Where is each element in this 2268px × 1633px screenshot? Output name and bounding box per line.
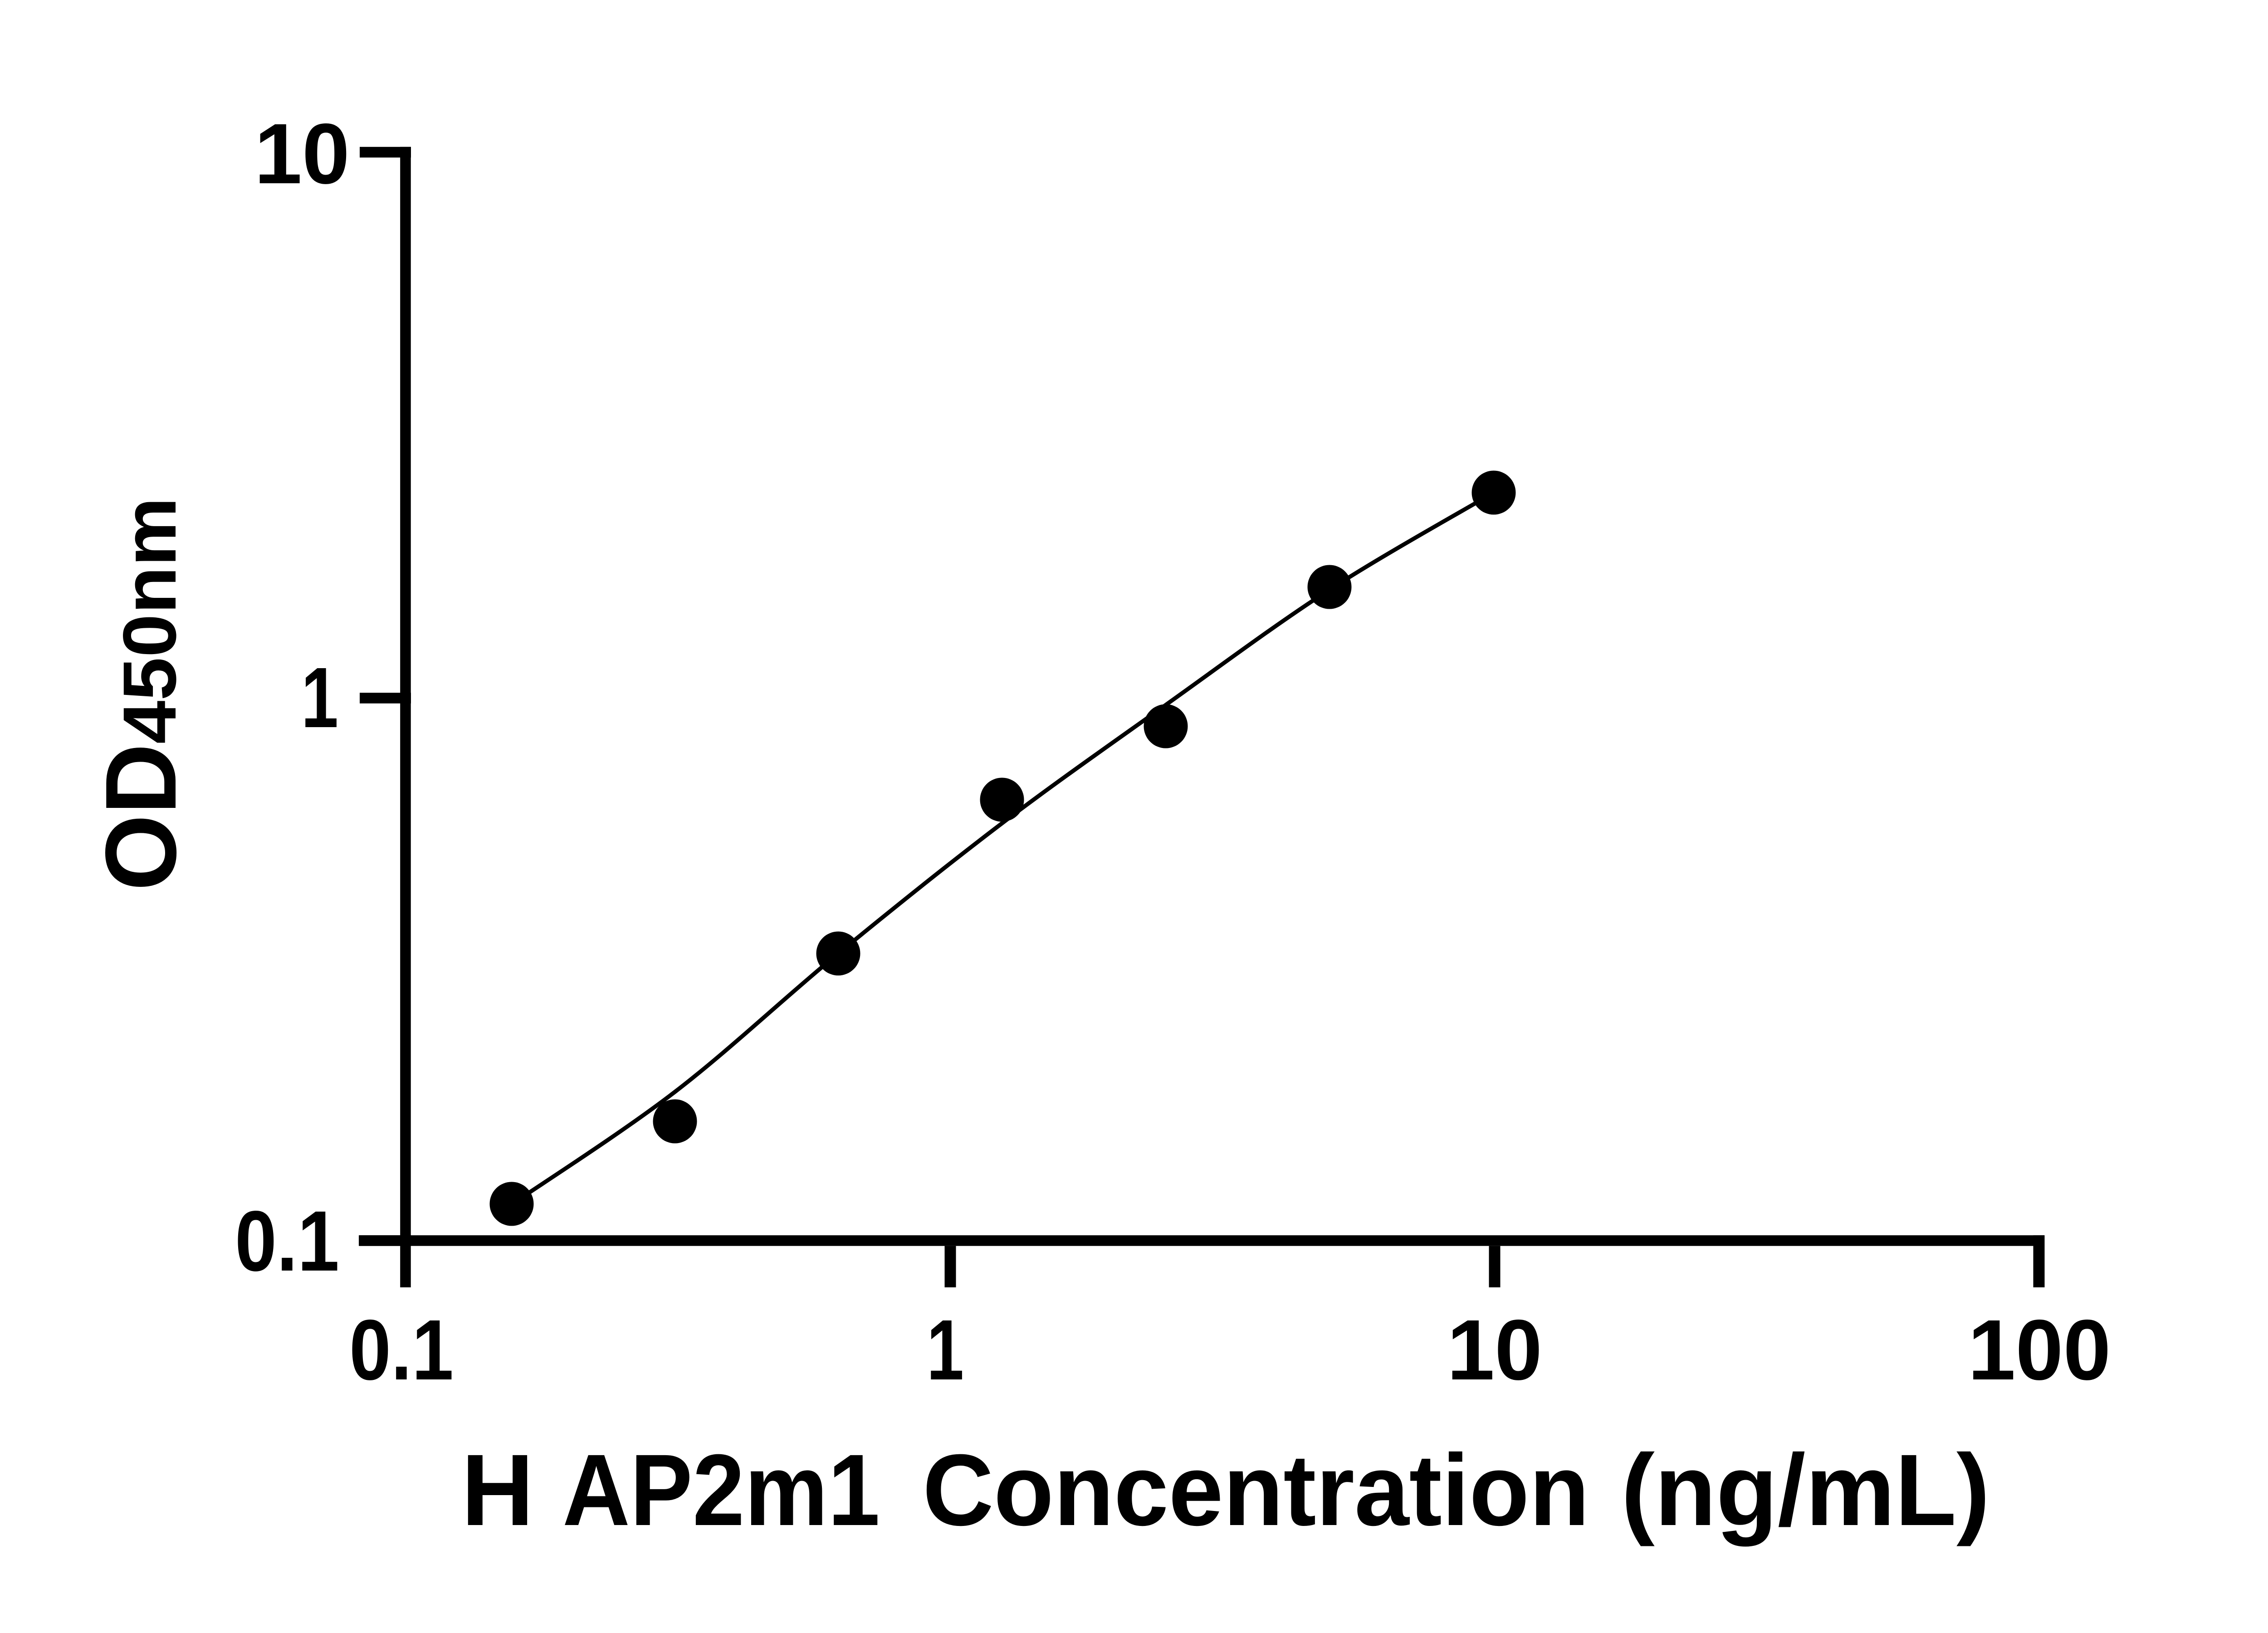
svg-text:10: 10	[1447, 1302, 1542, 1398]
svg-text:1: 1	[301, 650, 338, 746]
svg-text:0.1: 0.1	[235, 1193, 339, 1289]
svg-text:H: H	[461, 1433, 534, 1547]
svg-text:10: 10	[254, 106, 350, 202]
svg-text:1: 1	[927, 1302, 964, 1398]
svg-text:OD: OD	[85, 743, 197, 891]
svg-text:450nm: 450nm	[108, 497, 192, 744]
svg-text:0.1: 0.1	[349, 1302, 454, 1398]
svg-text:Concentration: Concentration	[923, 1433, 1589, 1547]
svg-text:100: 100	[1968, 1302, 2111, 1398]
svg-text:AP2m1: AP2m1	[562, 1433, 880, 1547]
svg-text:(ng/mL): (ng/mL)	[1621, 1433, 1990, 1547]
